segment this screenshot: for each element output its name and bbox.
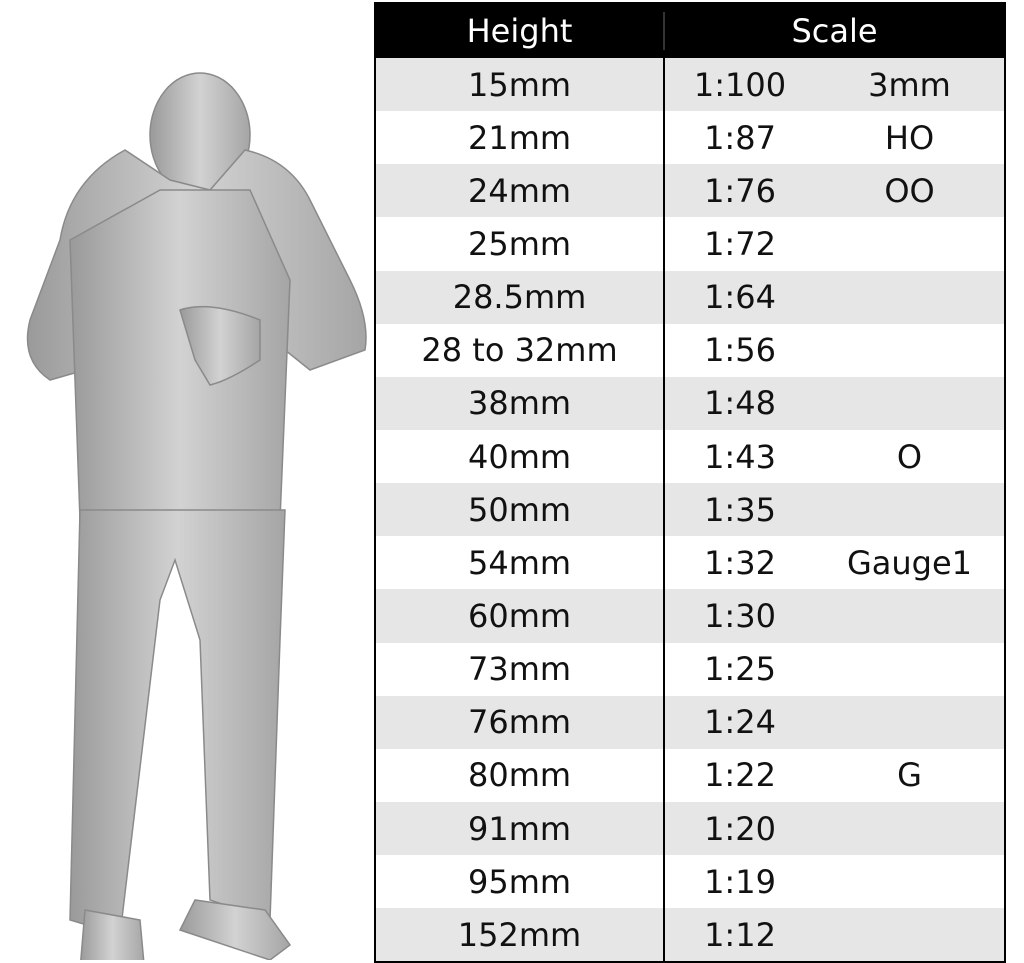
table-row: 60mm 1:30 [376, 589, 1004, 643]
table-row: 15mm 1:100 3mm [376, 58, 1004, 112]
table-row: 38mm 1:48 [376, 376, 1004, 430]
table-row: 152mm 1:12 [376, 908, 1004, 962]
gauge-cell: G [897, 756, 922, 795]
table-body: 15mm 1:100 3mm 21mm 1:87 HO 24mm 1:76 OO 25… [376, 58, 1004, 962]
scale-cell: 1:24 [704, 703, 776, 742]
height-cell: 28.5mm [376, 270, 665, 324]
table-header: Height Scale [376, 4, 1004, 58]
header-scale: Scale [791, 12, 878, 50]
table-row: 80mm 1:22 G [376, 748, 1004, 802]
height-cell: 40mm [376, 429, 665, 484]
table-row: 24mm 1:76 OO [376, 164, 1004, 218]
scale-cell: 1:76 [704, 171, 776, 210]
scale-cell: 1:72 [704, 224, 776, 263]
table-row: 50mm 1:35 [376, 483, 1004, 537]
gauge-cell: O [896, 437, 923, 476]
table-row: 91mm 1:20 [376, 801, 1004, 856]
scale-cell: 1:64 [704, 278, 776, 317]
table-row: 54mm 1:32 Gauge1 [376, 536, 1004, 590]
table-row: 28 to 32mm 1:56 [376, 323, 1004, 377]
scale-cell: 1:19 [704, 862, 776, 901]
height-cell: 24mm [376, 164, 665, 218]
scale-cell: 1:48 [704, 384, 776, 423]
scale-cell: 1:43 [704, 437, 776, 476]
height-cell: 54mm [376, 536, 665, 590]
scale-cell: 1:30 [704, 596, 776, 635]
scale-cell: 1:35 [704, 490, 776, 529]
scale-cell: 1:12 [704, 915, 776, 954]
table-row: 21mm 1:87 HO [376, 111, 1004, 165]
scale-cell: 1:25 [704, 650, 776, 689]
height-cell: 152mm [376, 908, 665, 962]
scale-cell: 1:87 [704, 118, 776, 157]
scale-cell: 1:22 [704, 756, 776, 795]
scale-cell: 1:56 [704, 331, 776, 370]
gauge-cell: HO [884, 118, 935, 157]
table-row: 25mm 1:72 [376, 217, 1004, 271]
gauge-cell: Gauge1 [846, 543, 973, 582]
height-cell: 80mm [376, 748, 665, 802]
height-cell: 73mm [376, 642, 665, 696]
height-cell: 38mm [376, 376, 665, 430]
gauge-cell: OO [884, 171, 935, 210]
scale-cell: 1:100 [693, 65, 787, 104]
table-row: 40mm 1:43 O [376, 429, 1004, 484]
gauge-cell: 3mm [868, 65, 951, 104]
table-row: 28.5mm 1:64 [376, 270, 1004, 324]
height-cell: 15mm [376, 58, 665, 112]
3d-scanned-figure-image [26, 72, 367, 960]
height-cell: 21mm [376, 111, 665, 165]
height-cell: 95mm [376, 855, 665, 909]
table-row: 76mm 1:24 [376, 695, 1004, 749]
height-cell: 76mm [376, 695, 665, 749]
height-cell: 28 to 32mm [376, 323, 665, 377]
height-cell: 50mm [376, 483, 665, 537]
header-height: Height [376, 12, 665, 50]
table-row: 73mm 1:25 [376, 642, 1004, 696]
height-cell: 60mm [376, 589, 665, 643]
table-row: 95mm 1:19 [376, 855, 1004, 909]
height-cell: 91mm [376, 801, 665, 856]
height-cell: 25mm [376, 217, 665, 271]
scale-table: Height Scale 15mm 1:100 3mm 21mm 1:87 HO 2… [374, 2, 1006, 963]
scale-cell: 1:20 [704, 809, 776, 848]
scale-cell: 1:32 [704, 543, 776, 582]
